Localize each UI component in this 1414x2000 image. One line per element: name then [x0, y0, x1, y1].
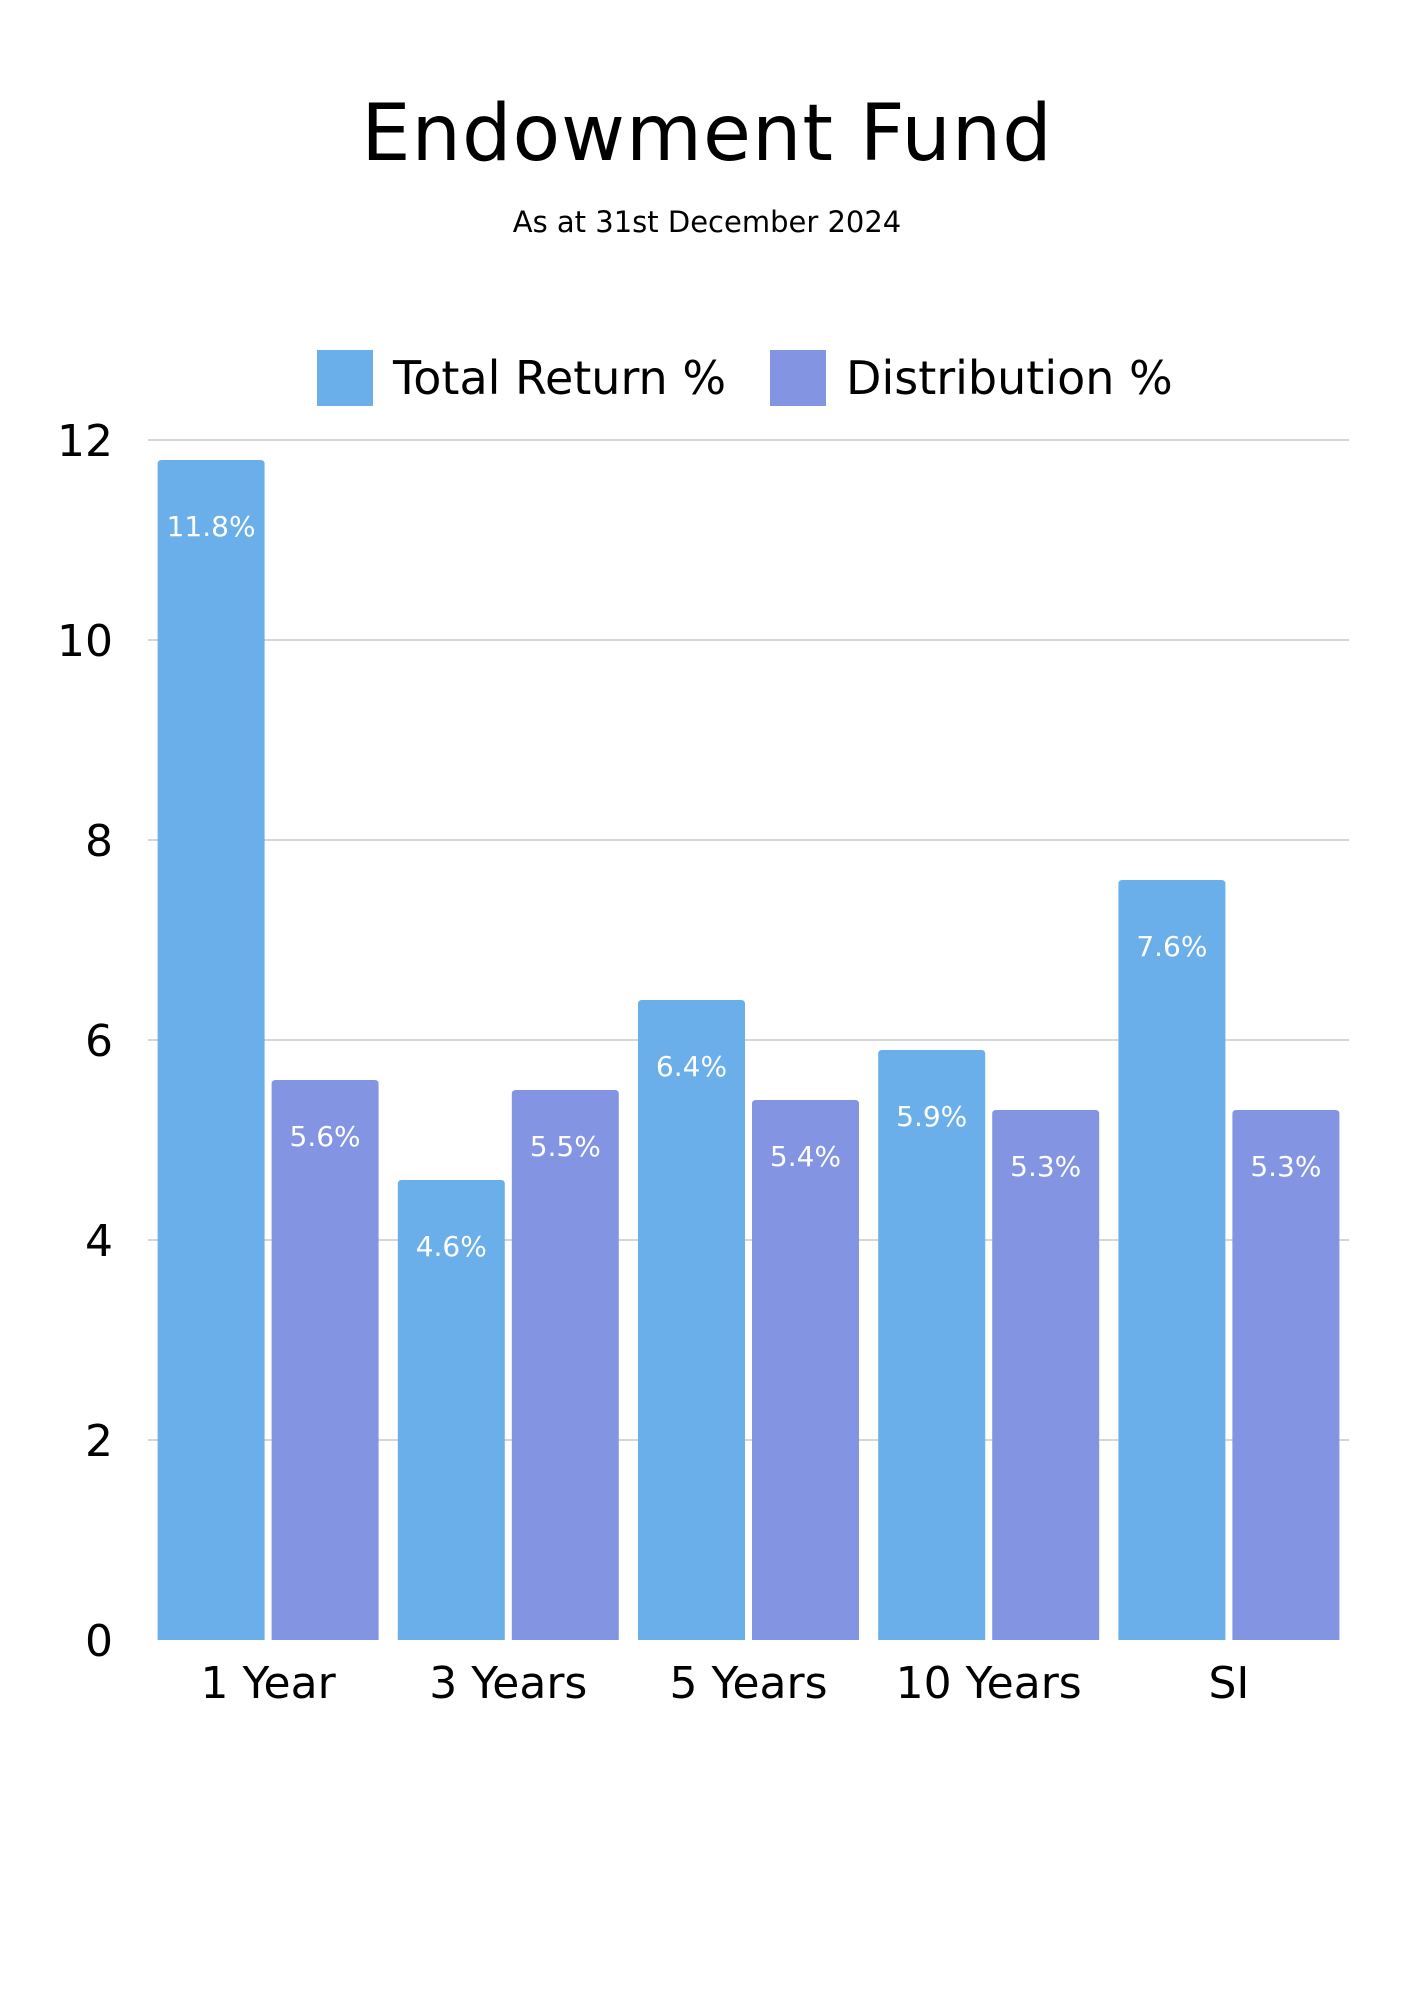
- legend-label-distribution: Distribution %: [846, 351, 1173, 405]
- y-tick-label: 0: [85, 1616, 113, 1667]
- legend-swatch-distribution: [770, 350, 827, 406]
- y-axis-ticks: 0 2 4 6 8 10 12: [57, 416, 113, 1667]
- x-tick-label: 10 Years: [896, 1658, 1082, 1709]
- data-label: 5.5%: [530, 1130, 601, 1163]
- bar-total-return: [397, 1180, 505, 1640]
- x-tick-label: 3 Years: [429, 1658, 587, 1709]
- chart-title: Endowment Fund: [361, 89, 1053, 179]
- bar-distribution: [992, 1110, 1100, 1640]
- data-label: 6.4%: [656, 1050, 727, 1083]
- data-label: 5.3%: [1010, 1150, 1081, 1183]
- bar-distribution: [511, 1090, 619, 1640]
- legend-item-total-return: Total Return %: [317, 350, 726, 406]
- data-label: 5.6%: [290, 1120, 361, 1153]
- x-axis-ticks: 1 Year 3 Years 5 Years 10 Years SI: [201, 1658, 1250, 1709]
- y-tick-label: 2: [85, 1416, 113, 1467]
- chart-legend: Total Return % Distribution %: [317, 349, 1217, 407]
- chart-subtitle: As at 31st December 2024: [512, 205, 902, 239]
- data-label: 5.9%: [896, 1100, 967, 1133]
- data-label: 4.6%: [416, 1230, 487, 1263]
- data-label: 7.6%: [1136, 930, 1207, 963]
- bar-total-return: [1118, 880, 1226, 1640]
- data-label: 5.3%: [1250, 1150, 1321, 1183]
- y-tick-label: 10: [57, 616, 113, 667]
- legend-swatch-total-return: [317, 350, 373, 406]
- bar-total-return: [638, 1000, 745, 1640]
- legend-item-distribution: Distribution %: [770, 350, 1173, 406]
- bar-distribution: [752, 1100, 859, 1640]
- bars: [157, 460, 1340, 1640]
- data-label: 11.8%: [167, 510, 256, 543]
- x-tick-label: 1 Year: [201, 1658, 337, 1709]
- bar-distribution: [1232, 1110, 1340, 1640]
- data-label: 5.4%: [770, 1140, 841, 1173]
- bar-total-return: [878, 1050, 986, 1640]
- x-tick-label: 5 Years: [669, 1658, 827, 1709]
- y-tick-label: 4: [85, 1216, 113, 1267]
- bar-distribution: [271, 1080, 379, 1640]
- y-tick-label: 12: [57, 416, 113, 467]
- data-labels: 11.8% 5.6% 4.6% 5.5% 6.4% 5.4% 5.9% 5.3% 7.6% 5.3…: [167, 510, 1322, 1263]
- x-tick-label: SI: [1208, 1658, 1249, 1709]
- legend-label-total-return: Total Return %: [393, 351, 727, 405]
- bar-total-return: [157, 460, 265, 1640]
- y-tick-label: 8: [85, 816, 113, 867]
- y-tick-label: 6: [85, 1016, 113, 1067]
